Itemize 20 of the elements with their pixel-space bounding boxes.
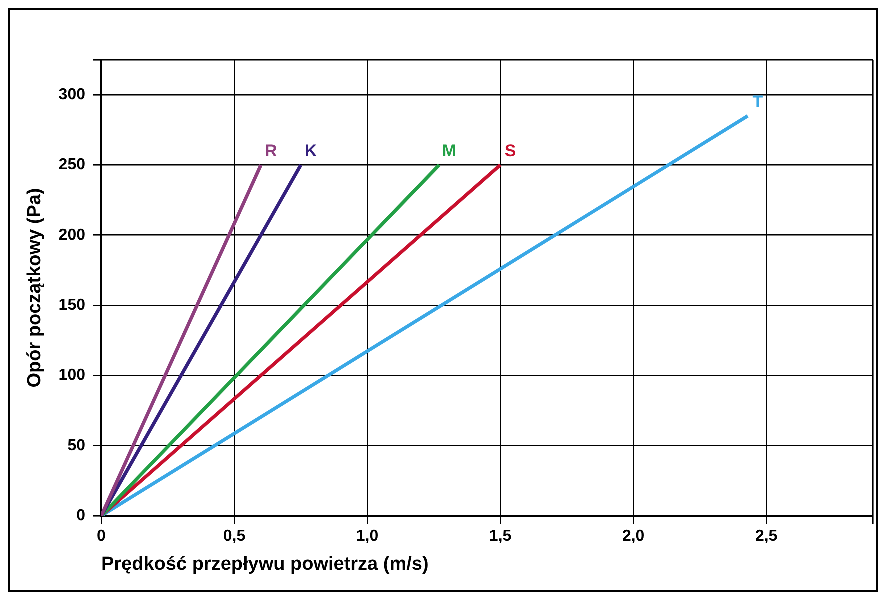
series-label: T: [752, 92, 764, 112]
y-tick-label: 300: [58, 86, 86, 104]
y-tick-label: 50: [68, 437, 86, 454]
x-tick-label: 1,5: [489, 528, 512, 546]
x-tick-label: 2,5: [755, 528, 778, 546]
series-label: R: [264, 141, 278, 160]
x-axis-title: Prędkość przepływu powietrza (m/s): [101, 554, 429, 575]
y-tick-label: 0: [76, 507, 86, 524]
y-axis-title: Opór początkowy (Pa): [24, 188, 46, 388]
y-tick-label: 250: [58, 156, 86, 174]
y-tick-label: 150: [58, 296, 86, 314]
x-tick-label: 0,5: [223, 528, 246, 546]
x-tick-label: 2,0: [622, 528, 645, 546]
x-tick-label: 0: [97, 528, 106, 546]
x-tick-label: 1,0: [356, 528, 379, 546]
y-tick-label: 100: [58, 367, 86, 384]
series-label: K: [304, 141, 318, 160]
series-label: M: [442, 141, 456, 160]
series-label: S: [504, 141, 516, 160]
y-tick-label: 200: [58, 226, 86, 244]
